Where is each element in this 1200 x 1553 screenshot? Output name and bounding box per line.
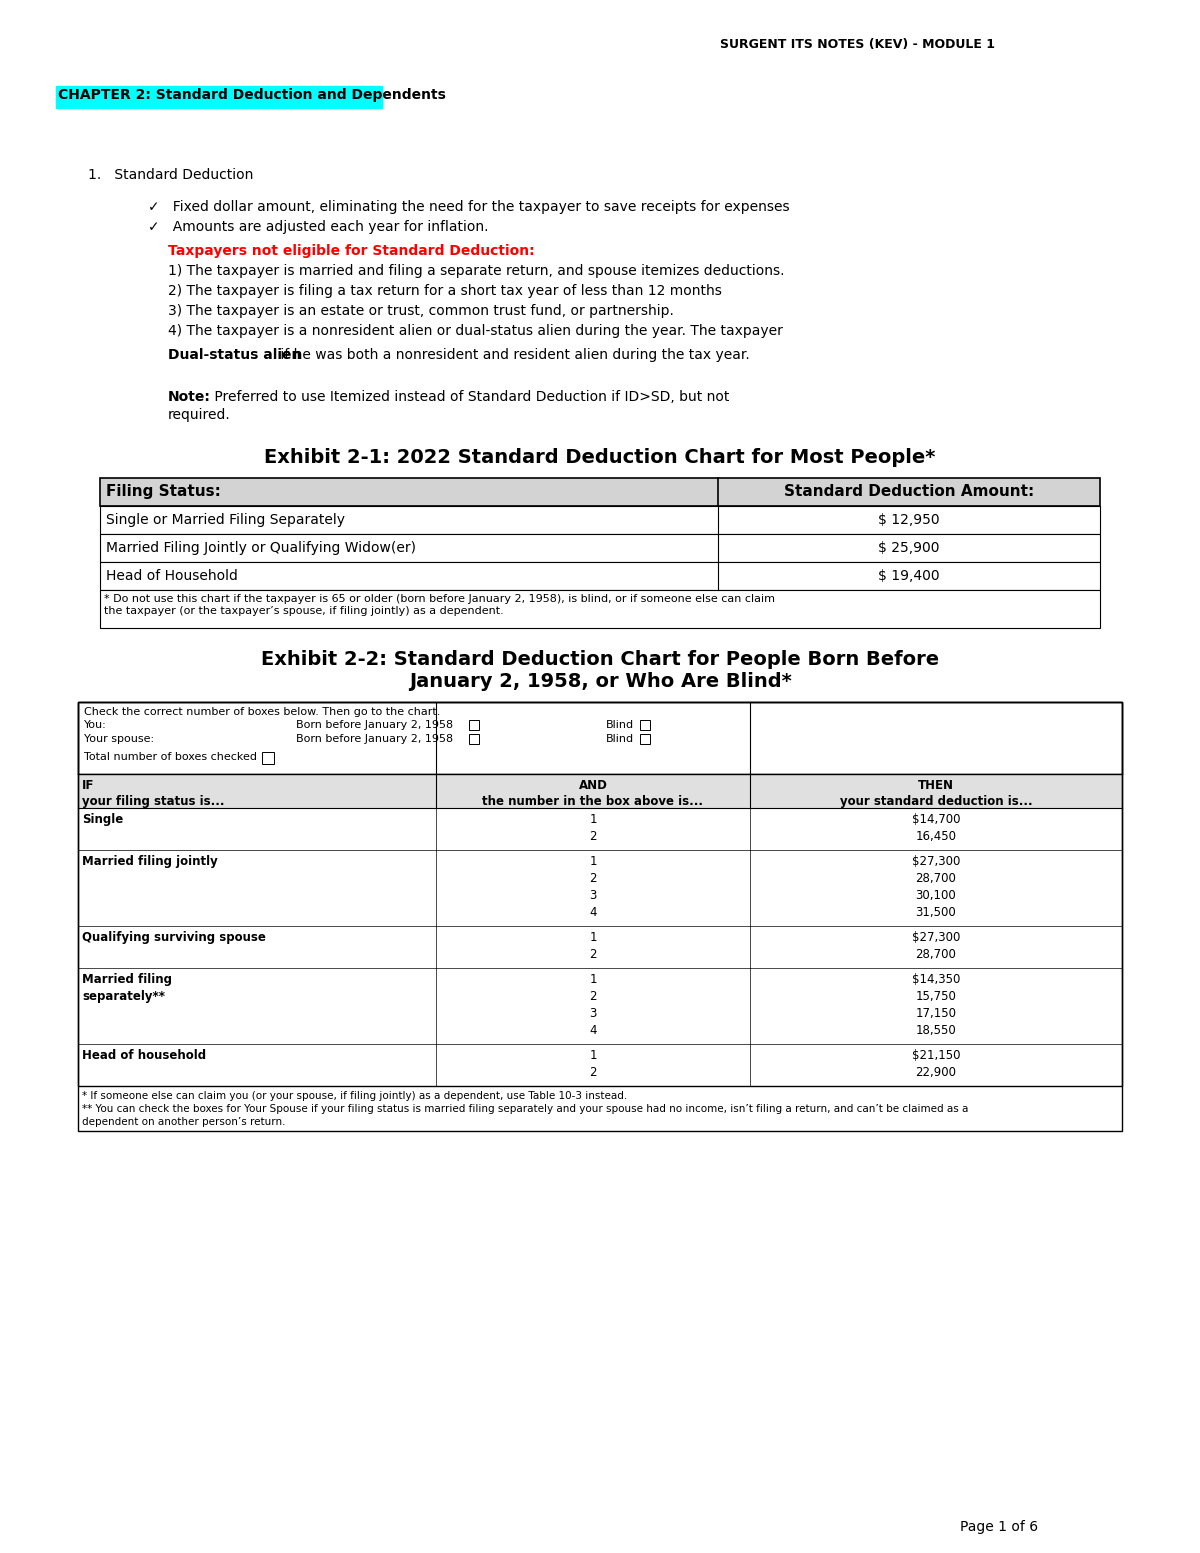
- Text: IF
your filing status is...: IF your filing status is...: [82, 780, 224, 808]
- Text: 2: 2: [589, 947, 596, 961]
- Text: if he was both a nonresident and resident alien during the tax year.: if he was both a nonresident and residen…: [276, 348, 750, 362]
- Text: Blind: Blind: [606, 721, 634, 730]
- Bar: [469, 735, 479, 744]
- Text: $ 19,400: $ 19,400: [878, 568, 940, 582]
- Text: ✓   Amounts are adjusted each year for inflation.: ✓ Amounts are adjusted each year for inf…: [148, 221, 488, 235]
- Text: 1: 1: [589, 930, 596, 944]
- Text: SURGENT ITS NOTES (KEV) - MODULE 1: SURGENT ITS NOTES (KEV) - MODULE 1: [720, 37, 995, 51]
- Text: 16,450: 16,450: [916, 829, 956, 843]
- Text: dependent on another person’s return.: dependent on another person’s return.: [82, 1117, 286, 1127]
- Text: Preferred to use Itemized instead of Standard Deduction if ID>SD, but not: Preferred to use Itemized instead of Sta…: [210, 390, 730, 404]
- Text: Note:: Note:: [168, 390, 211, 404]
- Text: Blind: Blind: [606, 735, 634, 744]
- Bar: [100, 534, 1100, 562]
- Text: $21,150: $21,150: [912, 1048, 960, 1062]
- Text: 28,700: 28,700: [916, 947, 956, 961]
- Text: 3: 3: [589, 1006, 596, 1020]
- Text: Single or Married Filing Separately: Single or Married Filing Separately: [106, 512, 346, 526]
- Text: $27,300: $27,300: [912, 930, 960, 944]
- Bar: [100, 590, 1100, 627]
- Text: 31,500: 31,500: [916, 905, 956, 919]
- Text: Exhibit 2-1: 2022 Standard Deduction Chart for Most People*: Exhibit 2-1: 2022 Standard Deduction Cha…: [264, 447, 936, 467]
- Text: Married filing: Married filing: [82, 974, 172, 986]
- Text: 3: 3: [589, 888, 596, 902]
- Text: Total number of boxes checked: Total number of boxes checked: [84, 752, 257, 763]
- Bar: [78, 702, 1122, 773]
- Text: separately**: separately**: [82, 989, 166, 1003]
- Text: 22,900: 22,900: [916, 1065, 956, 1079]
- Text: 1: 1: [589, 814, 596, 826]
- Bar: [78, 702, 1122, 1086]
- Text: $ 12,950: $ 12,950: [878, 512, 940, 526]
- Text: Qualifying surviving spouse: Qualifying surviving spouse: [82, 930, 266, 944]
- Text: 30,100: 30,100: [916, 888, 956, 902]
- Text: 4) The taxpayer is a nonresident alien or dual-status alien during the year. The: 4) The taxpayer is a nonresident alien o…: [168, 325, 782, 339]
- Text: 15,750: 15,750: [916, 989, 956, 1003]
- Text: * If someone else can claim you (or your spouse, if filing jointly) as a depende: * If someone else can claim you (or your…: [82, 1092, 628, 1101]
- Text: 2: 2: [589, 871, 596, 885]
- Bar: [78, 702, 1122, 1131]
- Text: $14,350: $14,350: [912, 974, 960, 986]
- Text: 28,700: 28,700: [916, 871, 956, 885]
- Text: required.: required.: [168, 408, 230, 422]
- Text: 17,150: 17,150: [916, 1006, 956, 1020]
- Text: Head of household: Head of household: [82, 1048, 206, 1062]
- Text: ** You can check the boxes for Your Spouse if your filing status is married fili: ** You can check the boxes for Your Spou…: [82, 1104, 968, 1114]
- Text: Married filing jointly: Married filing jointly: [82, 856, 217, 868]
- Bar: [100, 562, 1100, 590]
- Bar: [100, 478, 1100, 506]
- Text: 2: 2: [589, 829, 596, 843]
- Text: 4: 4: [589, 905, 596, 919]
- Text: Taxpayers not eligible for Standard Deduction:: Taxpayers not eligible for Standard Dedu…: [168, 244, 535, 258]
- Bar: [640, 735, 650, 744]
- Text: $14,700: $14,700: [912, 814, 960, 826]
- Text: CHAPTER 2: Standard Deduction and Dependents: CHAPTER 2: Standard Deduction and Depend…: [58, 89, 446, 102]
- Bar: [469, 721, 479, 730]
- Text: 1) The taxpayer is married and filing a separate return, and spouse itemizes ded: 1) The taxpayer is married and filing a …: [168, 264, 785, 278]
- Text: AND
the number in the box above is...: AND the number in the box above is...: [482, 780, 703, 808]
- Text: ✓   Fixed dollar amount, eliminating the need for the taxpayer to save receipts : ✓ Fixed dollar amount, eliminating the n…: [148, 200, 790, 214]
- Text: Page 1 of 6: Page 1 of 6: [960, 1520, 1038, 1534]
- Text: Filing Status:: Filing Status:: [106, 485, 221, 499]
- Text: Born before January 2, 1958: Born before January 2, 1958: [296, 735, 454, 744]
- Text: Single: Single: [82, 814, 124, 826]
- Text: Exhibit 2-2: Standard Deduction Chart for People Born Before: Exhibit 2-2: Standard Deduction Chart fo…: [260, 651, 940, 669]
- Text: $ 25,900: $ 25,900: [878, 540, 940, 554]
- Text: Married Filing Jointly or Qualifying Widow(er): Married Filing Jointly or Qualifying Wid…: [106, 540, 416, 554]
- Text: 4: 4: [589, 1023, 596, 1037]
- Bar: [56, 85, 382, 109]
- Text: 1.   Standard Deduction: 1. Standard Deduction: [88, 168, 253, 182]
- Text: 1: 1: [589, 974, 596, 986]
- Text: Check the correct number of boxes below. Then go to the chart.: Check the correct number of boxes below.…: [84, 707, 440, 717]
- Bar: [100, 506, 1100, 534]
- Text: 2: 2: [589, 989, 596, 1003]
- Text: Standard Deduction Amount:: Standard Deduction Amount:: [784, 485, 1034, 499]
- Bar: [640, 721, 650, 730]
- Text: Your spouse:: Your spouse:: [84, 735, 154, 744]
- Text: 3) The taxpayer is an estate or trust, common trust fund, or partnership.: 3) The taxpayer is an estate or trust, c…: [168, 304, 674, 318]
- Text: 18,550: 18,550: [916, 1023, 956, 1037]
- Text: Born before January 2, 1958: Born before January 2, 1958: [296, 721, 454, 730]
- Bar: [78, 773, 1122, 808]
- Text: January 2, 1958, or Who Are Blind*: January 2, 1958, or Who Are Blind*: [409, 672, 791, 691]
- Text: THEN
your standard deduction is...: THEN your standard deduction is...: [840, 780, 1032, 808]
- Text: 1: 1: [589, 1048, 596, 1062]
- Bar: [262, 752, 274, 764]
- Text: $27,300: $27,300: [912, 856, 960, 868]
- Text: Dual-status alien: Dual-status alien: [168, 348, 301, 362]
- Text: Head of Household: Head of Household: [106, 568, 238, 582]
- Text: 1: 1: [589, 856, 596, 868]
- Text: 2) The taxpayer is filing a tax return for a short tax year of less than 12 mont: 2) The taxpayer is filing a tax return f…: [168, 284, 722, 298]
- Text: You:: You:: [84, 721, 107, 730]
- Text: * Do not use this chart if the taxpayer is 65 or older (born before January 2, 1: * Do not use this chart if the taxpayer …: [104, 593, 775, 615]
- Text: 2: 2: [589, 1065, 596, 1079]
